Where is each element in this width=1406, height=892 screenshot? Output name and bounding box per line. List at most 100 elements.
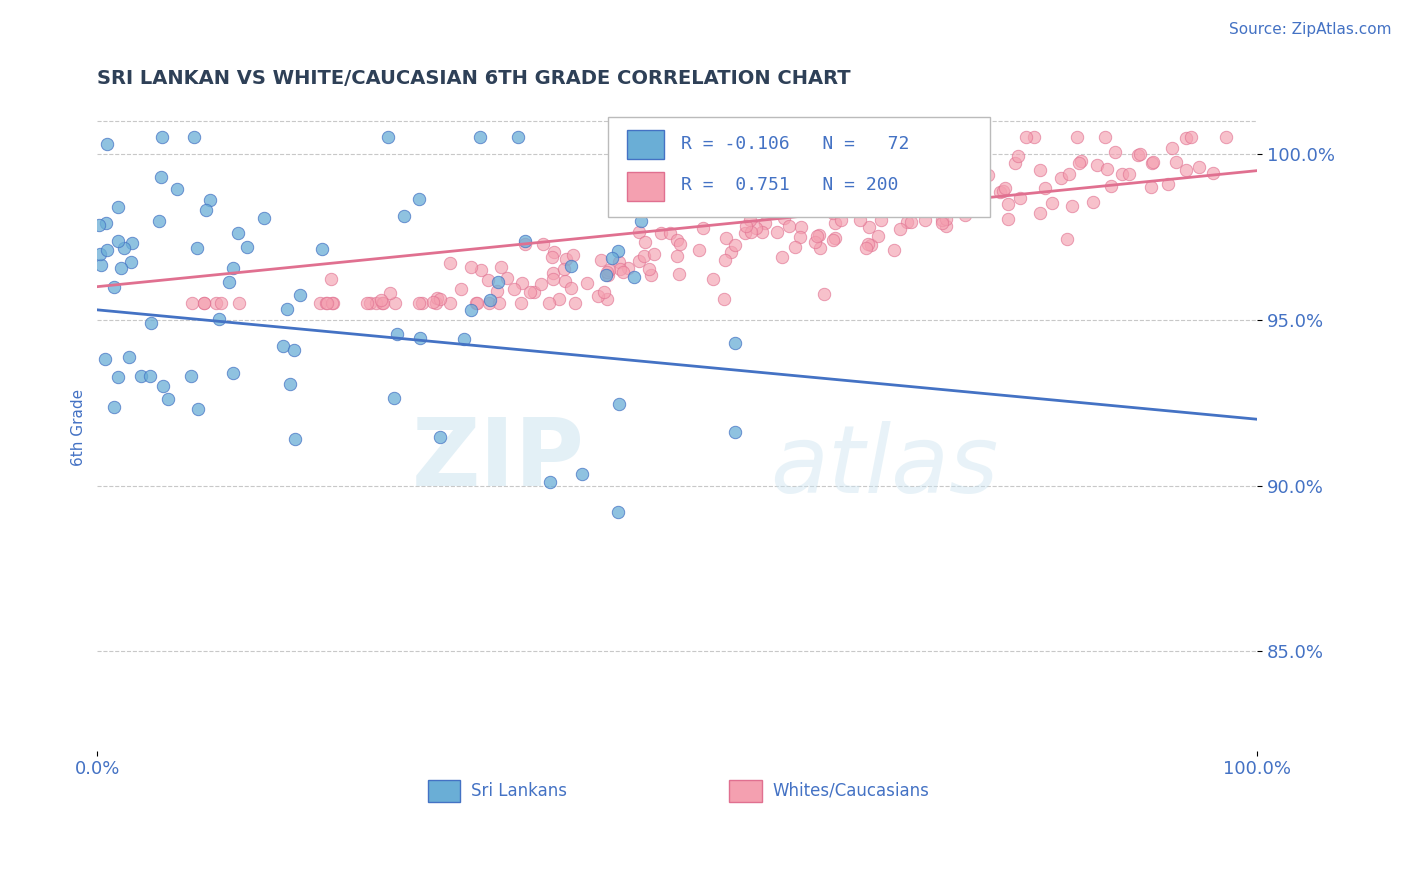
Point [659,227,682,241]
Point [194,203,217,218]
Point [1095,162,1118,177]
Point [1126,147,1149,161]
Point [540,251,562,265]
Point [288,287,311,301]
Point [1157,178,1180,192]
Point [928,197,950,211]
Point [789,229,811,244]
Point [1070,153,1092,168]
Point [315,296,337,310]
Point [598,263,620,277]
Point [609,255,631,269]
Point [226,226,249,240]
Point [766,225,789,239]
Point [787,197,810,211]
Point [408,192,430,206]
Point [1066,130,1088,145]
Point [666,233,689,247]
Point [606,505,628,519]
Point [735,219,758,234]
Point [1161,141,1184,155]
Point [627,225,650,239]
Point [609,261,631,276]
Point [875,191,897,205]
Point [120,255,142,269]
Point [740,213,762,227]
Point [863,178,886,192]
Point [453,332,475,346]
Point [1104,145,1126,159]
Point [1129,147,1152,161]
Point [609,396,631,410]
Point [790,220,813,235]
Point [595,268,617,282]
Point [180,368,202,383]
Point [380,286,402,301]
Point [533,237,555,252]
Point [860,238,883,252]
Point [1215,130,1237,145]
Point [205,296,228,310]
Point [997,211,1019,226]
Point [371,295,394,310]
Text: Whites/Caucasians: Whites/Caucasians [772,781,929,800]
Point [596,293,619,307]
Point [630,213,652,227]
Point [508,130,530,145]
Point [460,260,482,274]
Point [107,200,129,214]
Point [394,209,416,223]
Point [945,188,967,202]
Point [1033,181,1056,195]
Point [713,292,735,306]
Point [702,271,724,285]
Point [720,244,742,259]
Point [422,294,444,309]
Point [1008,191,1031,205]
Point [643,247,665,261]
Point [460,302,482,317]
Point [429,430,451,444]
Point [1007,149,1029,163]
Point [931,212,953,227]
Point [1180,130,1202,145]
Point [856,237,879,252]
Point [813,286,835,301]
Point [148,214,170,228]
Point [321,272,343,286]
Point [510,296,533,310]
Point [824,231,846,245]
Point [283,343,305,358]
Point [186,241,208,255]
Point [150,169,173,184]
Point [561,248,583,262]
Point [917,185,939,199]
Point [623,269,645,284]
Point [898,201,921,215]
Point [1140,180,1163,194]
Point [560,260,582,274]
Bar [627,172,665,202]
Point [193,296,215,310]
Point [222,366,245,380]
Point [731,194,754,209]
Point [485,284,508,298]
Point [1166,155,1188,169]
Point [273,339,295,353]
Point [87,219,110,233]
Point [714,253,737,268]
Point [530,277,553,291]
Point [464,296,486,310]
Text: atlas: atlas [770,421,998,512]
Point [724,425,747,440]
Point [606,244,628,258]
Point [371,296,394,310]
Point [668,236,690,251]
Point [222,261,245,276]
Point [94,216,117,230]
Point [477,273,499,287]
Point [129,368,152,383]
Point [309,296,332,310]
Point [778,219,800,233]
Point [465,296,488,310]
